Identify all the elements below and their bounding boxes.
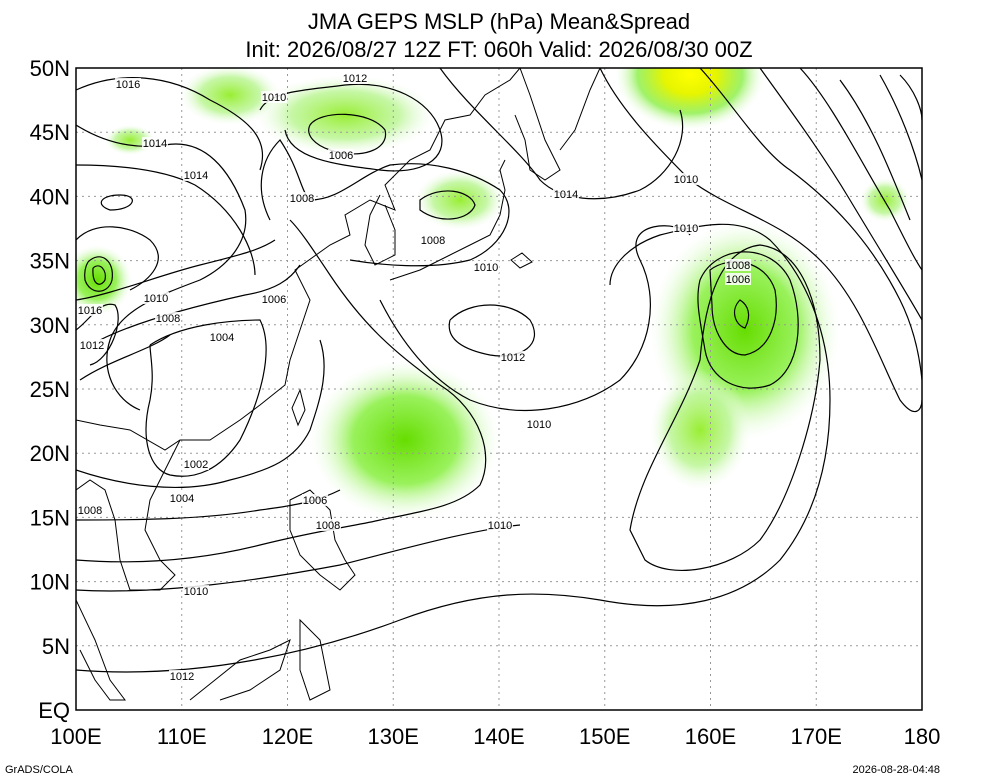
contour-label-bg (420, 234, 446, 246)
contour-label-bg (328, 149, 354, 161)
footer-timestamp: 2026-08-28-04:48 (853, 764, 940, 776)
contour-label: 1006 (329, 150, 353, 162)
contour-label: 1010 (262, 92, 286, 104)
contour-label-bg (673, 222, 699, 234)
lat-label: EQ (38, 698, 70, 723)
contour-label: 1008 (78, 505, 102, 517)
contour-label: 1014 (184, 170, 208, 182)
contour-label: 1012 (501, 352, 525, 364)
lon-label: 120E (262, 724, 313, 749)
contour-label: 1010 (488, 520, 512, 532)
plot-frame (75, 67, 923, 711)
spread-shading (76, 68, 910, 520)
contour-label: 1016 (78, 305, 102, 317)
contour-label: 1004 (210, 332, 234, 344)
contour-label: 1016 (116, 79, 140, 91)
contour-label: 1010 (674, 174, 698, 186)
contour-label: 1010 (474, 262, 498, 274)
contour-label-bg (155, 312, 181, 324)
lat-label: 15N (30, 505, 70, 530)
footer-credit: GrADS/COLA (5, 764, 74, 776)
contour-label: 1004 (170, 493, 194, 505)
contour-label-bg (261, 293, 287, 305)
lat-label: 30N (30, 313, 70, 338)
lat-label: 40N (30, 184, 70, 209)
contour-label-bg (342, 72, 368, 84)
contour-label: 1002 (184, 459, 208, 471)
contour-label-bg (500, 351, 526, 363)
contour-label-bg (183, 169, 209, 181)
contour-label-bg (143, 292, 169, 304)
contour-label-bg (487, 519, 513, 531)
contour-label: 1012 (343, 73, 367, 85)
contour-label-bg (526, 418, 552, 430)
contour-label: 1010 (144, 293, 168, 305)
contour-label: 1008 (156, 313, 180, 325)
contour-label-bg (302, 494, 328, 506)
contour-label-bg (209, 331, 235, 343)
contour-label-bg (315, 519, 341, 531)
lon-label: 160E (685, 724, 736, 749)
contour-label: 1008 (421, 235, 445, 247)
contour-label-bg (473, 261, 499, 273)
contour-label-bg (183, 458, 209, 470)
contour-label: 1010 (674, 223, 698, 235)
contour-label: 1006 (262, 294, 286, 306)
contour-label-bg (183, 585, 209, 597)
contour-label-bg (261, 91, 287, 103)
contour-label-bg (725, 273, 751, 285)
contour-label: 1012 (80, 340, 104, 352)
contour-label: 1008 (316, 520, 340, 532)
lon-label: 100E (50, 724, 101, 749)
contour-label-bg (725, 259, 751, 271)
contour-label-bg (169, 492, 195, 504)
lat-label: 10N (30, 570, 70, 595)
contour-label-bg (169, 670, 195, 682)
contour-label-bg (77, 504, 103, 516)
contour-label-bg (673, 173, 699, 185)
contour-label: 1012 (170, 671, 194, 683)
lat-label: 20N (30, 441, 70, 466)
lat-label: 35N (30, 249, 70, 274)
lon-label: 130E (368, 724, 419, 749)
contour-label: 1006 (303, 495, 327, 507)
subtitle: Init: 2026/08/27 12Z FT: 060h Valid: 202… (245, 37, 752, 62)
lon-label: 140E (473, 724, 524, 749)
contour-label: 1006 (726, 274, 750, 286)
contour-label-bg (553, 188, 579, 200)
lon-label: 170E (791, 724, 842, 749)
lat-label: 45N (30, 120, 70, 145)
lat-label: 50N (30, 56, 70, 81)
lon-label: 150E (579, 724, 630, 749)
isobars (76, 68, 922, 673)
contour-label-bg (142, 137, 168, 149)
contour-label-bg (115, 78, 141, 90)
lon-label: 110E (157, 724, 207, 749)
contour-label: 1008 (290, 193, 314, 205)
lon-label: 180 (904, 724, 941, 749)
contour-labels: 1016 1012 1010 1014 1006 1014 1010 1014 1008 1008… (77, 72, 751, 683)
lat-label: 25N (30, 377, 70, 402)
contour-label: 1014 (554, 189, 578, 201)
contour-label: 1008 (726, 260, 750, 272)
contour-label-bg (79, 339, 105, 351)
title: JMA GEPS MSLP (hPa) Mean&Spread (308, 9, 690, 34)
contour-label: 1014 (143, 138, 167, 150)
lat-label: 5N (42, 634, 70, 659)
contour-label-bg (289, 192, 315, 204)
contour-label-bg (77, 304, 103, 316)
contour-label: 1010 (527, 419, 551, 431)
contour-label: 1010 (184, 586, 208, 598)
